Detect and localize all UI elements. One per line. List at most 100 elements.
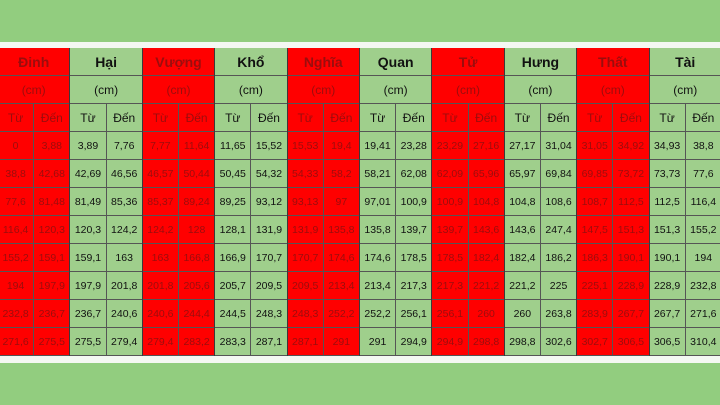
unit-label: (cm) [70, 76, 142, 104]
to-cell: 310,4 [690, 335, 717, 348]
from-cell: 85,37 [143, 188, 179, 215]
to-cell: 306,5 [617, 335, 645, 348]
from-cell: 298,8 [505, 328, 541, 355]
from-cell: 275,5 [70, 328, 107, 355]
to-cell: 7,76 [113, 139, 135, 152]
to-cell: 77,6 [693, 167, 714, 180]
from-cell: 50,45 [215, 160, 252, 187]
to-cell: 163 [115, 251, 133, 264]
table-row: 225,1 228,9 [577, 272, 649, 300]
from-cell: 58,21 [360, 160, 397, 187]
from-cell: 131,9 [288, 216, 324, 243]
to-header: Đến [330, 110, 353, 125]
column-group-8: Thất (cm) Từ Đến 31,05 34,92 69,85 73,72 108,7 11… [577, 48, 650, 356]
from-cell: 225,1 [577, 272, 614, 299]
to-cell: 89,24 [183, 195, 210, 208]
table-row: 275,5 279,4 [70, 328, 142, 356]
subheader-row: Từ Đến [577, 104, 649, 132]
to-cell: 182,4 [473, 251, 500, 264]
table-row: 298,8 302,6 [504, 328, 577, 356]
from-cell: 0 [0, 132, 35, 159]
from-header: Từ [215, 104, 252, 131]
group-header: Hại [70, 48, 142, 76]
table-row: 135,8 139,7 [359, 216, 432, 244]
to-cell: 34,92 [617, 139, 645, 152]
to-cell: 283,2 [183, 335, 210, 348]
from-cell: 31,05 [577, 132, 614, 159]
from-cell: 93,13 [288, 188, 324, 215]
table-row: 81,49 85,36 [70, 188, 142, 216]
group-header: Đinh [0, 48, 70, 76]
to-cell: 294,9 [400, 335, 427, 348]
table-row: 174,6 178,5 [359, 244, 432, 272]
table-row: 271,6 275,5 [0, 328, 70, 356]
unit-label: (cm) [504, 76, 577, 104]
from-cell: 170,7 [288, 244, 324, 271]
to-cell: 135,8 [328, 223, 355, 236]
to-header: Đến [547, 110, 570, 125]
table-row: 163 166,8 [142, 244, 215, 272]
to-cell: 97 [335, 195, 348, 208]
table-row: 279,4 283,2 [142, 328, 215, 356]
to-cell: 159,1 [38, 251, 65, 264]
table-row: 19,41 23,28 [359, 132, 432, 160]
to-cell: 205,6 [183, 279, 210, 292]
from-cell: 159,1 [70, 244, 107, 271]
subheader-row: Từ Đến [142, 104, 215, 132]
table-row: 244,5 248,3 [215, 300, 287, 328]
from-cell: 236,7 [70, 300, 107, 327]
to-cell: 100,9 [400, 195, 427, 208]
to-cell: 186,2 [545, 251, 572, 264]
top-border-strip [0, 42, 720, 48]
column-group-3: Khổ (cm) Từ Đến 11,65 15,52 50,45 54,32 89,25 93,… [215, 48, 288, 356]
table-row: 77,6 81,48 [0, 188, 70, 216]
group-header: Nghĩa [287, 48, 359, 76]
unit-label: (cm) [287, 76, 359, 104]
to-cell: 38,8 [693, 139, 714, 152]
to-cell: 263,8 [545, 307, 572, 320]
from-cell: 186,3 [577, 244, 614, 271]
from-cell: 97,01 [360, 188, 397, 215]
to-cell: 65,96 [473, 167, 500, 180]
table-row: 112,5 116,4 [649, 188, 720, 216]
to-cell: 120,3 [38, 223, 65, 236]
group-header: Khổ [215, 48, 287, 76]
to-header: Đến [257, 110, 280, 125]
table-row: 151,3 155,2 [649, 216, 720, 244]
subheader-row: Từ Đến [70, 104, 142, 132]
from-header: Từ [0, 104, 35, 131]
column-group-4: Nghĩa (cm) Từ Đến 15,53 19,4 54,33 58,2 93,13 97 1… [287, 48, 360, 356]
from-header: Từ [650, 104, 686, 131]
from-cell: 62,09 [432, 160, 469, 187]
from-cell: 163 [143, 244, 179, 271]
table-row: 166,9 170,7 [215, 244, 287, 272]
table-row: 190,1 194 [649, 244, 720, 272]
to-cell: 73,72 [617, 167, 645, 180]
table-row: 159,1 163 [70, 244, 142, 272]
from-cell: 73,73 [650, 160, 686, 187]
from-cell: 248,3 [288, 300, 324, 327]
subheader-row: Từ Đến [287, 104, 359, 132]
to-cell: 190,1 [617, 251, 645, 264]
to-cell: 291 [332, 335, 351, 348]
from-cell: 65,97 [505, 160, 541, 187]
from-cell: 213,4 [360, 272, 397, 299]
column-group-0: Đinh (cm) Từ Đến 0 3,88 38,8 42,68 77,6 81,48 116,… [0, 48, 71, 356]
table-row: 291 294,9 [359, 328, 432, 356]
from-cell: 139,7 [432, 216, 469, 243]
to-cell: 228,9 [617, 279, 645, 292]
to-cell: 271,6 [690, 307, 717, 320]
subheader-row: Từ Đến [504, 104, 577, 132]
from-cell: 19,41 [360, 132, 397, 159]
to-cell: 58,2 [331, 167, 352, 180]
from-cell: 228,9 [650, 272, 686, 299]
from-cell: 143,6 [505, 216, 541, 243]
table-row: 147,5 151,3 [577, 216, 649, 244]
from-cell: 108,7 [577, 188, 614, 215]
table-row: 182,4 186,2 [504, 244, 577, 272]
from-cell: 194 [0, 272, 35, 299]
group-header: Vượng [142, 48, 215, 76]
to-cell: 201,8 [111, 279, 138, 292]
from-cell: 42,69 [70, 160, 107, 187]
from-cell: 267,7 [650, 300, 686, 327]
